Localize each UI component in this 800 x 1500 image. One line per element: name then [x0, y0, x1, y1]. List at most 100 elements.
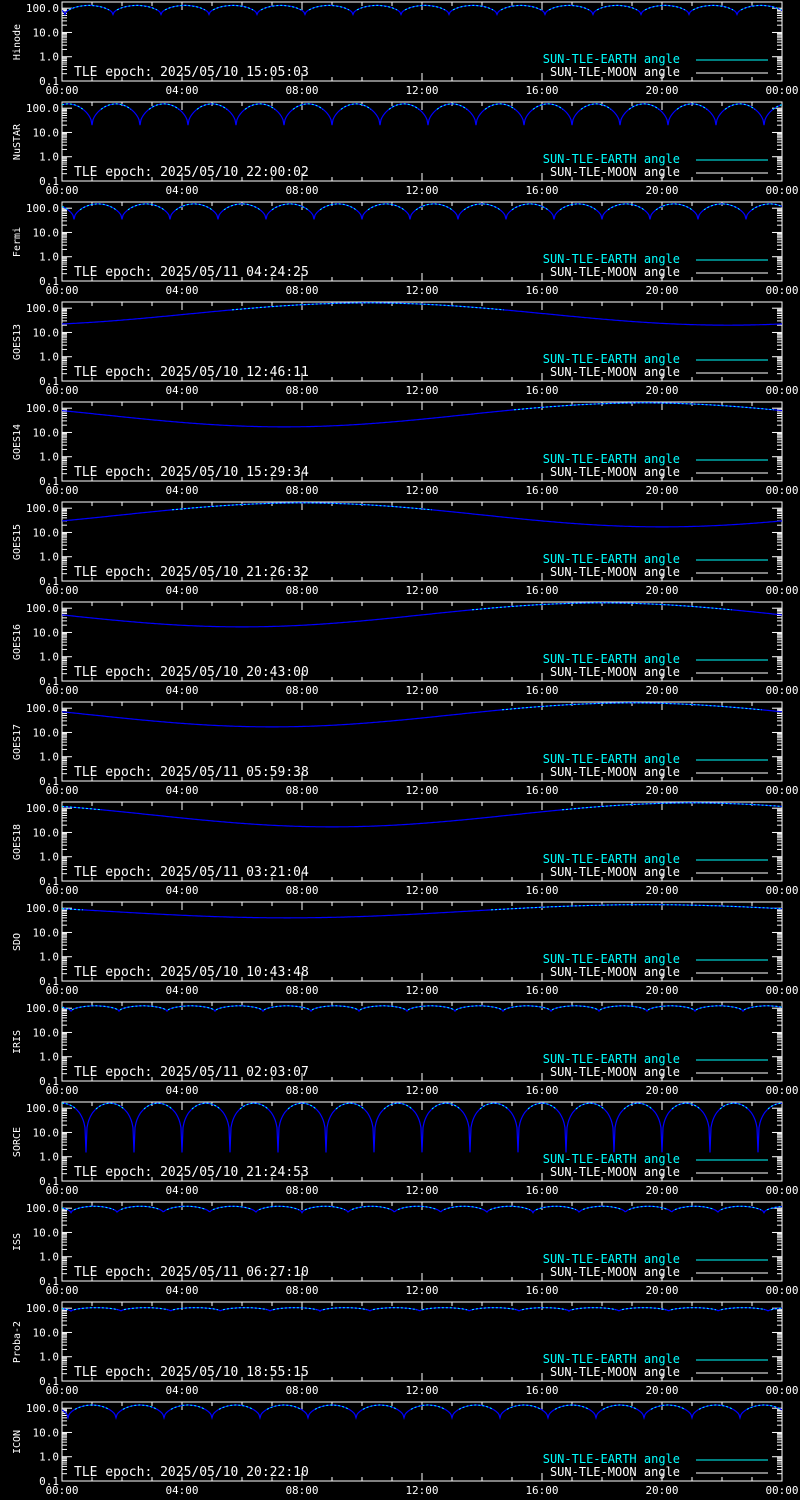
- sun-tle-earth-curve-highlight: [166, 1205, 207, 1211]
- x-tick-label: 12:00: [405, 1284, 438, 1297]
- sun-tle-earth-curve-highlight: [650, 1404, 686, 1410]
- legend-moon-label: SUN-TLE-MOON angle: [550, 1265, 680, 1279]
- sun-tle-earth-curve-highlight: [623, 1102, 653, 1110]
- y-tick-label: 100.0: [26, 102, 59, 115]
- sun-tle-earth-curve-highlight: [164, 4, 206, 11]
- x-tick-label: 12:00: [405, 484, 438, 497]
- satellite-label: Hinode: [12, 24, 23, 60]
- satellite-label: Fermi: [12, 227, 23, 257]
- sun-tle-earth-curve-highlight: [561, 802, 782, 811]
- x-tick-label: 16:00: [525, 984, 558, 997]
- sun-tle-earth-curve-highlight: [292, 103, 324, 110]
- x-tick-label: 08:00: [285, 684, 318, 697]
- sun-tle-earth-curve-highlight: [628, 103, 660, 110]
- x-tick-label: 08:00: [285, 1484, 318, 1497]
- x-tick-label: 00:00: [45, 584, 78, 597]
- y-tick-label: 1.0: [39, 251, 59, 264]
- tle-epoch: TLE epoch: 2025/05/11 03:21:04: [74, 865, 309, 880]
- sun-tle-earth-curve-highlight: [62, 805, 103, 811]
- satellite-label: ISS: [12, 1233, 23, 1251]
- sun-tle-earth-curve-highlight: [244, 103, 276, 110]
- y-tick-label: 0.1: [39, 1275, 59, 1288]
- sun-tle-earth-curve-highlight: [571, 1307, 617, 1311]
- x-tick-label: 16:00: [525, 1384, 558, 1397]
- sun-tle-earth-curve-highlight: [388, 103, 420, 110]
- sun-tle-earth-curve-highlight: [484, 103, 516, 110]
- y-tick-label: 10.0: [33, 1026, 60, 1039]
- x-tick-label: 04:00: [165, 484, 198, 497]
- y-tick-label: 100.0: [26, 802, 59, 815]
- satellite-label: SDO: [12, 933, 23, 951]
- x-tick-label: 04:00: [165, 1284, 198, 1297]
- sun-tle-earth-curve-highlight: [490, 904, 782, 911]
- sun-tle-earth-curve-highlight: [212, 4, 254, 11]
- tle-epoch: TLE epoch: 2025/05/10 10:43:48: [74, 965, 309, 980]
- sun-tle-earth-curve-highlight: [743, 1005, 782, 1011]
- x-tick-label: 08:00: [285, 184, 318, 197]
- x-tick-label: 00:00: [45, 384, 78, 397]
- sun-tle-earth-curve-highlight: [68, 4, 110, 11]
- sun-tle-earth-curve-highlight: [479, 1102, 509, 1110]
- sun-tle-earth-curve-highlight: [692, 4, 734, 11]
- sun-tle-earth-curve-highlight: [770, 1307, 782, 1311]
- x-tick-label: 12:00: [405, 1184, 438, 1197]
- x-tick-label: 12:00: [405, 1484, 438, 1497]
- legend-earth-label: SUN-TLE-EARTH angle: [543, 52, 680, 66]
- x-tick-label: 20:00: [645, 584, 678, 597]
- sun-tle-earth-curve-highlight: [506, 1404, 542, 1410]
- x-tick-label: 04:00: [165, 284, 198, 297]
- sun-tle-earth-curve-highlight: [62, 908, 84, 911]
- sun-tle-earth-curve-highlight: [372, 1307, 418, 1311]
- x-tick-label: 00:00: [765, 1484, 798, 1497]
- y-tick-label: 1.0: [39, 751, 59, 764]
- sun-tle-earth-curve-highlight: [489, 1205, 531, 1211]
- panel-sdo: 100.010.01.00.100:00 04:00 08:00 12:00 16:00…: [12, 901, 799, 997]
- x-tick-label: 00:00: [45, 284, 78, 297]
- x-tick-label: 20:00: [645, 1284, 678, 1297]
- sun-tle-earth-curve-highlight: [535, 1205, 577, 1211]
- sun-tle-earth-curve-highlight: [120, 1205, 161, 1211]
- panel-nustar: 100.010.01.00.100:00 04:00 08:00 12:00 16:00…: [12, 101, 799, 197]
- sun-tle-earth-curve-highlight: [751, 203, 782, 211]
- sun-tle-earth-curve-highlight: [335, 1102, 365, 1110]
- satellite-label: GOES15: [12, 524, 23, 560]
- x-tick-label: 04:00: [165, 784, 198, 797]
- sun-tle-earth-curve-highlight: [410, 1404, 446, 1410]
- sun-tle-earth-curve-highlight: [215, 1005, 263, 1011]
- sun-tle-earth-curve-highlight: [674, 1205, 715, 1211]
- sun-tle-earth-curve-highlight: [621, 1307, 667, 1311]
- y-tick-label: 10.0: [33, 726, 60, 739]
- x-tick-label: 00:00: [765, 1384, 798, 1397]
- y-tick-label: 10.0: [33, 426, 60, 439]
- x-tick-label: 16:00: [525, 1284, 558, 1297]
- y-tick-label: 1.0: [39, 651, 59, 664]
- legend-moon-label: SUN-TLE-MOON angle: [550, 1465, 680, 1479]
- sun-tle-earth-curve-highlight: [670, 1307, 717, 1311]
- x-tick-label: 04:00: [165, 984, 198, 997]
- sun-tle-earth-curve-highlight: [513, 402, 775, 411]
- x-tick-label: 08:00: [285, 984, 318, 997]
- sun-tle-earth-curve-highlight: [100, 103, 132, 110]
- y-tick-label: 100.0: [26, 1402, 59, 1415]
- y-tick-label: 100.0: [26, 302, 59, 315]
- sun-tle-earth-curve-highlight: [73, 1205, 115, 1211]
- tle-epoch: TLE epoch: 2025/05/10 12:46:11: [74, 365, 309, 380]
- x-tick-label: 12:00: [405, 684, 438, 697]
- x-tick-label: 00:00: [765, 384, 798, 397]
- legend-earth-label: SUN-TLE-EARTH angle: [543, 1352, 680, 1366]
- sun-tle-earth-curve-highlight: [551, 1005, 599, 1011]
- sun-tle-earth-curve-highlight: [720, 1307, 766, 1311]
- sun-tle-earth-curve-highlight: [548, 4, 590, 11]
- legend-earth-label: SUN-TLE-EARTH angle: [543, 752, 680, 766]
- x-tick-label: 00:00: [45, 1184, 78, 1197]
- y-tick-label: 10.0: [33, 1226, 60, 1239]
- tle-epoch: TLE epoch: 2025/05/11 06:27:10: [74, 1265, 309, 1280]
- x-tick-label: 20:00: [645, 1384, 678, 1397]
- y-tick-label: 100.0: [26, 402, 59, 415]
- y-tick-label: 10.0: [33, 526, 60, 539]
- tle-epoch: TLE epoch: 2025/05/10 15:29:34: [74, 465, 309, 480]
- sun-tle-earth-curve-highlight: [74, 1404, 110, 1410]
- x-tick-label: 12:00: [405, 1384, 438, 1397]
- sun-tle-earth-curve-highlight: [167, 1005, 215, 1011]
